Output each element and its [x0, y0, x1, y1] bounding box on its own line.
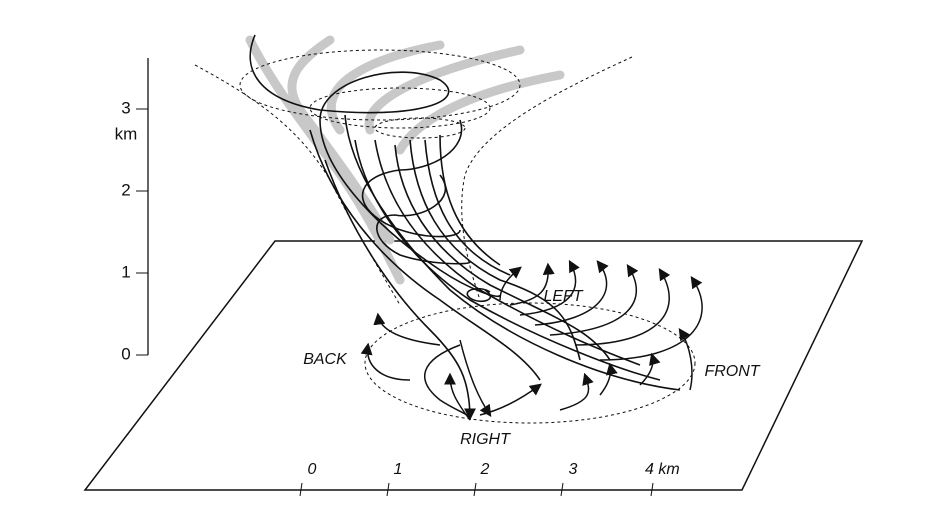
- v-tick: 3: [121, 98, 130, 117]
- horizontal-scale: 0 1 2 3 4 km: [299, 461, 680, 497]
- h-tick: 4 km: [645, 461, 680, 478]
- streamlines: [249, 34, 681, 421]
- ground-plane: [83, 240, 864, 491]
- v-tick: 1: [121, 262, 130, 281]
- label-front: FRONT: [704, 363, 760, 380]
- v-unit: km: [115, 124, 138, 143]
- h-tick: 2: [480, 461, 490, 478]
- h-tick: 3: [569, 461, 578, 478]
- surface-arrows: [360, 259, 703, 421]
- label-left: LEFT: [543, 288, 583, 305]
- label-right: RIGHT: [460, 431, 511, 448]
- vertical-scale: 0 1 2 3 km: [115, 58, 149, 363]
- v-tick: 0: [121, 344, 130, 363]
- h-tick: 1: [394, 461, 403, 478]
- label-back: BACK: [303, 351, 348, 368]
- h-tick: 0: [308, 461, 317, 478]
- v-tick: 2: [121, 180, 130, 199]
